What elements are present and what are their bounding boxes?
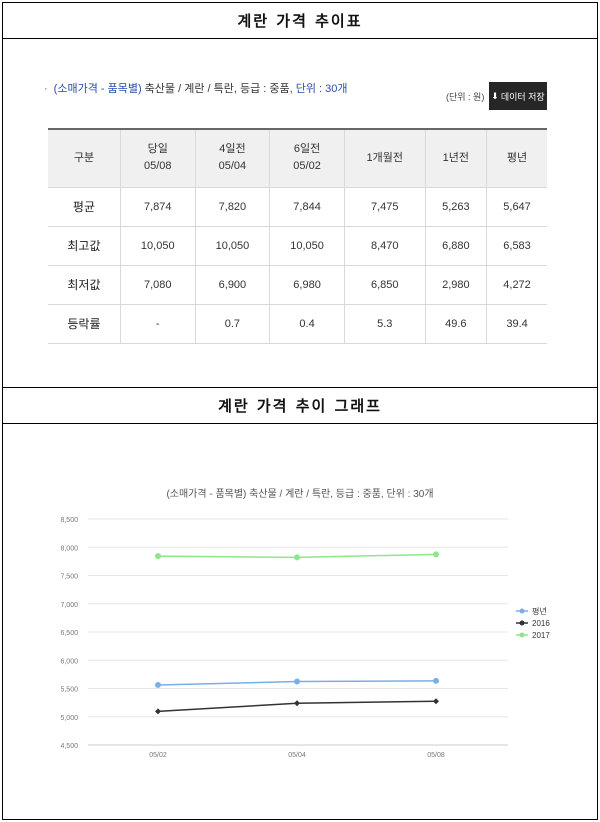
column-header-label: 1년전 — [442, 151, 470, 164]
legend-label: 2016 — [532, 619, 550, 628]
table-cell: 10,050 — [120, 226, 196, 266]
unit-label: (단위 : 원) — [446, 92, 485, 102]
table-cell: 4,272 — [486, 265, 547, 305]
y-tick-label: 8,500 — [60, 517, 78, 524]
row-label: 최저값 — [48, 265, 121, 305]
column-header-label: 6일전 — [293, 143, 321, 156]
table-cell: 5.3 — [344, 304, 426, 344]
info-prefix: (소매가격 - 품목별) — [53, 83, 142, 95]
column-header-label: 구분 — [73, 151, 95, 164]
info-unit: 단위 : 30개 — [295, 83, 348, 95]
x-tick-label: 05/08 — [427, 752, 445, 759]
y-tick-label: 7,500 — [60, 574, 78, 581]
table-cell: 10,050 — [269, 226, 345, 266]
series-point — [294, 554, 300, 561]
series-point — [433, 677, 439, 684]
y-tick-label: 6,000 — [60, 658, 78, 665]
table-header-row: 구분 당일 05/08 4일전 05/04 6일전 05/02 1개월전 1년전 평년 — [48, 128, 547, 188]
table-cell: 39.4 — [486, 304, 547, 344]
column-header: 6일전 05/02 — [269, 128, 345, 188]
table-cell: 7,080 — [120, 265, 196, 305]
table-cell: 49.6 — [425, 304, 488, 344]
table-cell: 6,900 — [195, 265, 271, 305]
data-save-button[interactable]: ⬇ 데이터 저장 — [489, 82, 547, 110]
table-row: 최고값 10,050 10,050 10,050 8,470 6,880 6,583 — [48, 226, 547, 266]
table-section-title: 계란 가격 추이표 — [3, 3, 597, 39]
table-cell: - — [120, 304, 196, 344]
save-button-label: 데이터 저장 — [500, 91, 545, 102]
column-header-label: 평년 — [506, 151, 528, 164]
y-tick-label: 5,500 — [60, 687, 78, 694]
table-cell: 0.7 — [195, 304, 271, 344]
column-header-label: 4일전 — [219, 143, 246, 156]
column-header: 구분 — [48, 128, 121, 188]
y-tick-label: 5,000 — [60, 715, 78, 722]
legend-swatch-marker — [519, 608, 525, 614]
table-cell: 7,844 — [269, 187, 345, 227]
table-cell: 7,475 — [344, 187, 426, 227]
table-cell: 6,980 — [269, 265, 345, 305]
series-point — [433, 698, 439, 705]
y-tick-label: 7,000 — [60, 602, 78, 609]
table-row: 최저값 7,080 6,900 6,980 6,850 2,980 4,272 — [48, 265, 547, 305]
info-middle: 축산물 / 계란 / 특란, 등급 : 중품, — [141, 83, 296, 95]
chart-title: (소매가격 - 품목별) 축산물 / 계란 / 특란, 등급 : 중품, 단위 … — [166, 487, 433, 500]
column-header: 1개월전 — [344, 128, 426, 188]
series-point — [433, 551, 439, 558]
table-cell: 7,874 — [120, 187, 196, 227]
chart-section-title: 계란 가격 추이 그래프 — [3, 387, 597, 424]
download-icon: ⬇ — [491, 90, 499, 101]
price-trend-chart: (소매가격 - 품목별) 축산물 / 계란 / 특란, 등급 : 중품, 단위 … — [60, 487, 550, 759]
table-cell: 8,470 — [344, 226, 426, 266]
price-table: 구분 당일 05/08 4일전 05/04 6일전 05/02 1개월전 1년전 평년 평균 7,8… — [48, 128, 547, 344]
series-point — [294, 678, 300, 685]
row-label: 최고값 — [48, 226, 121, 266]
x-tick-label: 05/04 — [288, 752, 306, 759]
table-cell: 6,583 — [486, 226, 547, 266]
legend-label: 2017 — [532, 631, 550, 640]
column-header-label: 1개월전 — [366, 151, 403, 164]
column-header: 4일전 05/04 — [195, 128, 271, 188]
y-tick-label: 6,500 — [60, 630, 78, 637]
column-header: 당일 05/08 — [120, 128, 196, 188]
series-point — [155, 681, 161, 688]
table-cell: 10,050 — [195, 226, 271, 266]
series-point — [155, 553, 161, 560]
table-row: 평균 7,874 7,820 7,844 7,475 5,263 5,647 — [48, 187, 547, 227]
x-tick-label: 05/02 — [149, 752, 167, 759]
info-line: · (소매가격 - 품목별) 축산물 / 계란 / 특란, 등급 : 중품, 단위… — [44, 80, 348, 96]
series-point — [155, 708, 161, 715]
column-header-date: 05/02 — [293, 160, 321, 173]
table-cell: 2,980 — [425, 265, 488, 305]
row-label: 평균 — [48, 187, 121, 227]
column-header-date: 05/04 — [218, 160, 247, 173]
table-cell: 5,263 — [425, 187, 488, 227]
column-header-date: 05/08 — [143, 160, 172, 173]
column-header: 1년전 — [425, 128, 488, 188]
y-tick-label: 4,500 — [60, 743, 78, 750]
column-header: 평년 — [486, 128, 547, 188]
table-cell: 6,880 — [425, 226, 488, 266]
table-cell: 7,820 — [195, 187, 271, 227]
info-bullet: · — [44, 83, 48, 95]
legend-swatch-marker — [519, 620, 525, 626]
y-tick-label: 8,000 — [60, 545, 78, 552]
legend-swatch-marker — [519, 632, 525, 638]
row-label: 등락률 — [48, 304, 121, 344]
series-point — [294, 700, 300, 707]
table-row: 등락률 -0.7 0.4 5.3 49.6 39.4 — [48, 304, 547, 344]
table-cell: 6,850 — [344, 265, 426, 305]
legend-label: 평년 — [532, 606, 547, 616]
table-cell: 5,647 — [486, 187, 547, 227]
column-header-label: 당일 — [147, 143, 168, 156]
table-cell: 0.4 — [269, 304, 345, 344]
